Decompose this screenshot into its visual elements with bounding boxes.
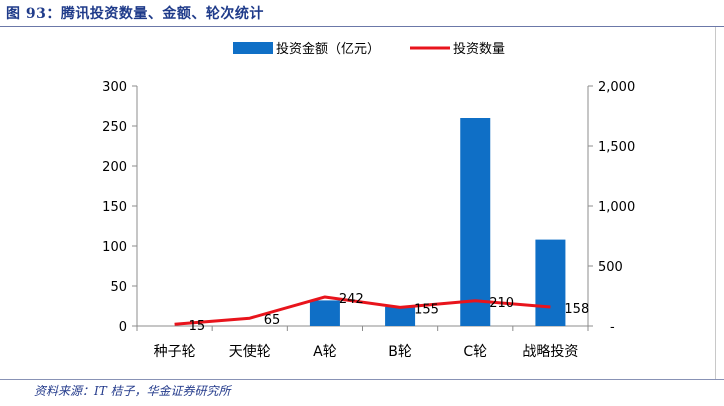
bar xyxy=(535,239,566,326)
line-data-label: 155 xyxy=(414,302,439,317)
y-right-tick-label: 2,000 xyxy=(598,80,635,95)
y-left-tick-label: 100 xyxy=(102,240,127,255)
line-data-label: 210 xyxy=(489,296,514,311)
y-left-tick-label: 300 xyxy=(102,80,127,95)
figure-title: 图 93：腾讯投资数量、金额、轮次统计 xyxy=(6,6,264,22)
bar xyxy=(309,300,340,326)
y-right-tick-label: 1,500 xyxy=(598,140,635,155)
y-left-tick-label: 50 xyxy=(110,280,127,295)
y-right-tick-label: 1,000 xyxy=(598,200,635,215)
line-series xyxy=(174,295,551,326)
source-note: 资料来源：IT 桔子，华金证券研究所 xyxy=(34,384,231,398)
legend-line-label: 投资数量 xyxy=(453,41,505,57)
legend-bar-swatch xyxy=(233,42,273,54)
chart-area: 0 50 100 150 200 250 300 - 500 1,000 1,500 2,000 种子轮… xyxy=(102,41,635,360)
title-divider xyxy=(0,26,724,27)
y-right-tick-label: - xyxy=(610,320,615,335)
frame-right-border xyxy=(715,27,716,379)
x-category-label: 战略投资 xyxy=(522,344,578,360)
y-left-tick-label: 0 xyxy=(119,320,127,335)
x-category-label: A轮 xyxy=(313,344,337,360)
chart-legend: 投资金额（亿元） 投资数量 xyxy=(233,41,505,57)
data-labels: 15 65 242 155 210 158 xyxy=(189,292,590,334)
y-left-tick-label: 250 xyxy=(102,120,127,135)
y-right-tick-label: 500 xyxy=(598,260,623,275)
bar-series xyxy=(309,118,566,326)
x-category-label: B轮 xyxy=(388,344,412,360)
line-path xyxy=(174,295,551,326)
legend-bar-label: 投资金额（亿元） xyxy=(276,41,380,57)
y-left-tick-label: 200 xyxy=(102,160,127,175)
x-category-label: 天使轮 xyxy=(229,343,271,360)
bar xyxy=(460,118,491,326)
x-category-label: C轮 xyxy=(463,344,487,360)
y-left-tick-label: 150 xyxy=(102,200,127,215)
source-divider xyxy=(0,379,724,380)
line-data-label: 15 xyxy=(189,319,206,334)
line-data-label: 158 xyxy=(564,302,589,317)
line-data-label: 242 xyxy=(339,292,364,307)
x-category-label: 种子轮 xyxy=(154,344,196,360)
bar xyxy=(385,306,416,326)
chart-axes: 0 50 100 150 200 250 300 - 500 1,000 1,500 2,000 种子轮… xyxy=(102,80,635,360)
line-data-label: 65 xyxy=(264,313,281,328)
